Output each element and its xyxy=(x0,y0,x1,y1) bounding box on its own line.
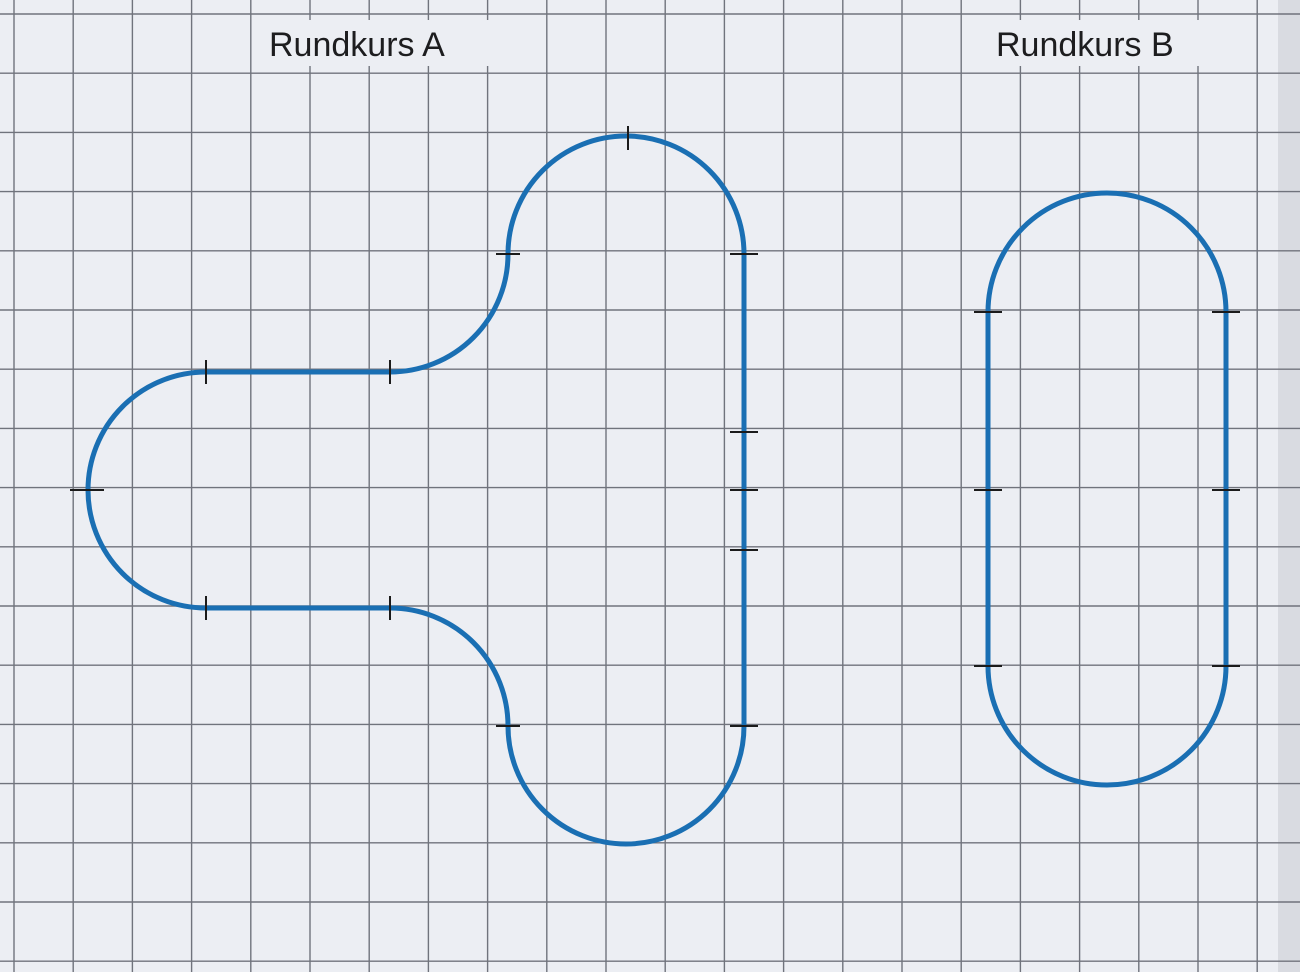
segment-tick-marks xyxy=(70,126,1240,727)
page-edge-shadow xyxy=(1278,0,1300,972)
course-a-label-background xyxy=(262,20,496,66)
course-b-label-background xyxy=(990,20,1218,66)
course-b-label: Rundkurs B xyxy=(996,26,1174,64)
course-a-label: Rundkurs A xyxy=(269,26,445,64)
course-a-track xyxy=(85,133,747,847)
